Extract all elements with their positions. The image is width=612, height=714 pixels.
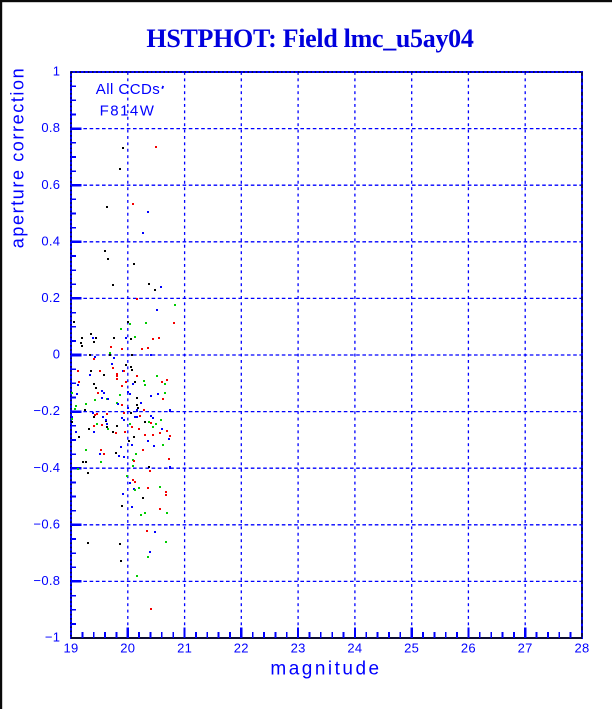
svg-text:HSTPHOT: Field lmc_u5ay04: HSTPHOT: Field lmc_u5ay04	[146, 24, 473, 53]
svg-text:0.2: 0.2	[41, 290, 60, 305]
svg-text:−0.8: −0.8	[33, 573, 60, 588]
svg-text:0: 0	[53, 347, 61, 362]
svg-text:−0.6: −0.6	[33, 516, 60, 531]
svg-text:All CCDs: All CCDs	[96, 81, 160, 98]
svg-text:27: 27	[518, 640, 533, 655]
svg-text:28: 28	[574, 640, 589, 655]
svg-text:F814W: F814W	[100, 103, 156, 120]
svg-text:0.8: 0.8	[41, 120, 60, 135]
svg-text:26: 26	[461, 640, 476, 655]
svg-text:1: 1	[53, 64, 61, 79]
svg-text:23: 23	[291, 640, 306, 655]
svg-text:24: 24	[347, 640, 362, 655]
svg-text:20: 20	[120, 640, 135, 655]
svg-text:21: 21	[177, 640, 192, 655]
svg-text:aperture correction: aperture correction	[7, 67, 27, 248]
svg-text:−0.2: −0.2	[33, 403, 60, 418]
svg-text:−0.4: −0.4	[33, 460, 60, 475]
svg-text:0.6: 0.6	[41, 177, 60, 192]
svg-text:magnitude: magnitude	[270, 658, 381, 679]
svg-text:19: 19	[63, 640, 78, 655]
svg-text:22: 22	[234, 640, 249, 655]
svg-text:25: 25	[404, 640, 419, 655]
svg-text:−1: −1	[45, 630, 60, 645]
svg-text:0.4: 0.4	[41, 233, 60, 248]
